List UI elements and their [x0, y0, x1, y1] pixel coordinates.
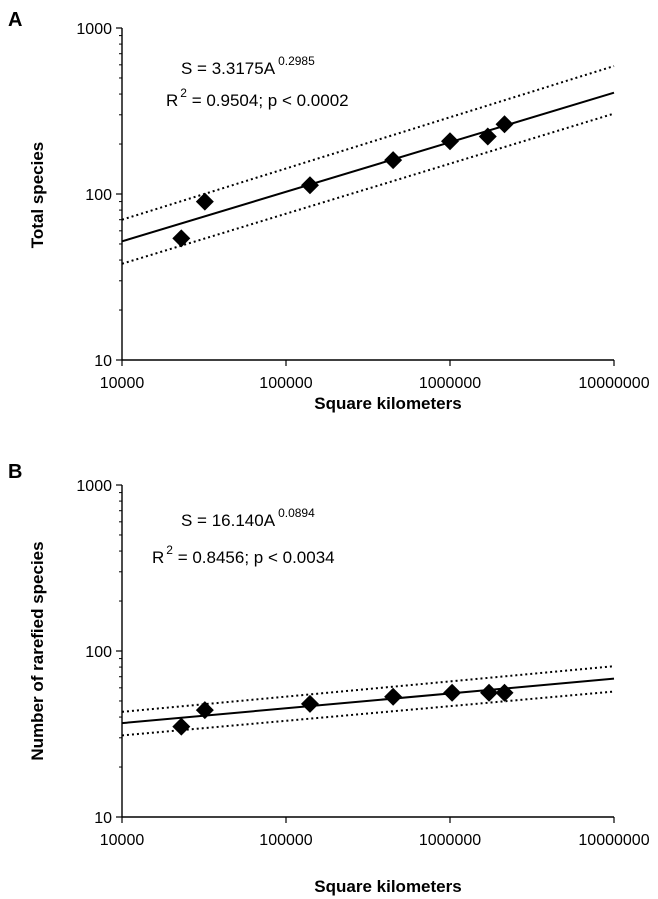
data-point: [172, 229, 191, 248]
data-point: [195, 192, 214, 211]
x-tick-label: 100000: [259, 832, 312, 849]
ci-lower-line: [121, 690, 615, 737]
x-axis-label: Square kilometers: [314, 877, 461, 896]
data-point: [441, 132, 459, 151]
regression-line: [121, 677, 615, 725]
y-tick-label: 100: [85, 644, 112, 661]
data-point: [495, 115, 514, 134]
data-point: [300, 694, 319, 713]
panel-label: A: [8, 9, 22, 31]
y-tick-label: 10: [94, 810, 112, 827]
ci-upper-line: [121, 665, 615, 713]
x-tick-label: 10000: [100, 375, 145, 392]
data-point: [480, 683, 499, 702]
data-point: [443, 683, 462, 702]
x-tick-label: 10000000: [578, 832, 649, 849]
equation-text: S = 3.3175A 0.2985: [181, 54, 315, 78]
y-tick-label: 1000: [76, 478, 112, 495]
regression-line: [121, 91, 615, 243]
panel-b: B Number of rarefied species Square kilo…: [8, 461, 650, 896]
data-point: [478, 127, 497, 146]
data-point: [195, 701, 214, 720]
y-tick-label: 100: [85, 187, 112, 204]
y-tick-label: 10: [94, 353, 112, 370]
data-point: [495, 683, 514, 702]
data-point: [172, 717, 191, 736]
data-point: [384, 151, 403, 170]
panel-label: B: [8, 461, 22, 483]
y-tick-label: 1000: [76, 21, 112, 38]
equation-text: S = 16.140A 0.0894: [181, 506, 315, 530]
ci-upper-line: [121, 65, 615, 221]
x-tick-label: 10000000: [578, 375, 649, 392]
x-tick-label: 10000: [100, 832, 145, 849]
x-tick-label: 1000000: [419, 375, 481, 392]
x-tick-label: 100000: [259, 375, 312, 392]
x-tick-label: 1000000: [419, 832, 481, 849]
panel-a: A Total species Square kilometers S = 3.…: [8, 9, 650, 413]
data-point: [384, 687, 403, 706]
x-axis-label: Square kilometers: [314, 394, 461, 413]
y-axis-label: Total species: [28, 142, 47, 248]
data-point: [300, 176, 319, 195]
y-axis-label: Number of rarefied species: [28, 541, 47, 760]
ci-lower-line: [121, 112, 615, 265]
